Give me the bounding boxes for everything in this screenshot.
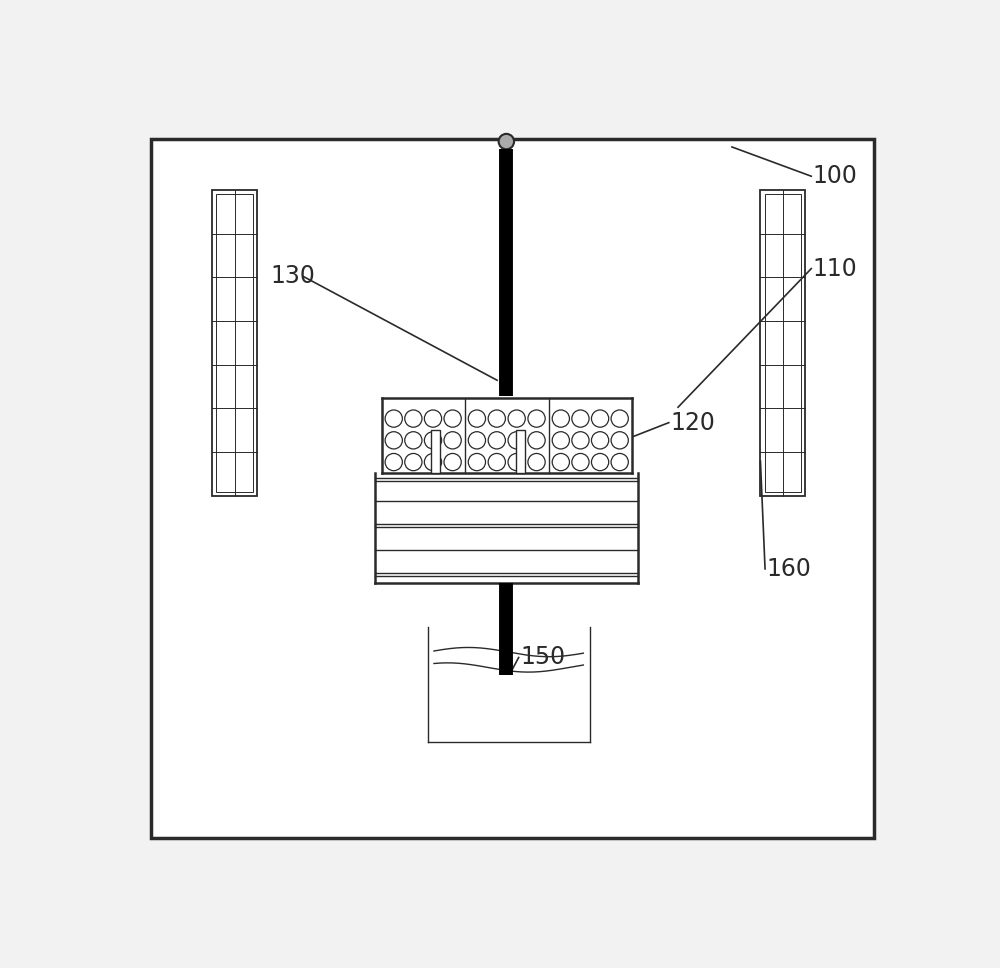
Circle shape xyxy=(572,410,589,427)
Text: 150: 150 xyxy=(520,646,565,670)
Circle shape xyxy=(444,432,461,449)
Circle shape xyxy=(611,453,628,470)
Circle shape xyxy=(468,432,486,449)
Circle shape xyxy=(444,453,461,470)
Circle shape xyxy=(508,432,525,449)
Circle shape xyxy=(385,432,402,449)
Circle shape xyxy=(552,453,569,470)
Text: 130: 130 xyxy=(270,264,315,288)
Circle shape xyxy=(405,410,422,427)
Circle shape xyxy=(591,432,609,449)
Circle shape xyxy=(488,432,505,449)
Circle shape xyxy=(528,432,545,449)
Circle shape xyxy=(385,453,402,470)
Circle shape xyxy=(444,410,461,427)
Circle shape xyxy=(468,453,486,470)
Circle shape xyxy=(572,453,589,470)
Circle shape xyxy=(488,410,505,427)
Circle shape xyxy=(424,432,442,449)
Bar xyxy=(765,195,801,492)
Bar xyxy=(431,431,440,472)
Circle shape xyxy=(528,410,545,427)
Circle shape xyxy=(508,410,525,427)
Circle shape xyxy=(572,432,589,449)
Text: 110: 110 xyxy=(813,257,858,281)
Circle shape xyxy=(405,432,422,449)
Text: 100: 100 xyxy=(813,165,858,188)
Text: 120: 120 xyxy=(670,410,715,435)
Circle shape xyxy=(591,453,609,470)
Circle shape xyxy=(611,410,628,427)
Circle shape xyxy=(552,432,569,449)
Circle shape xyxy=(405,453,422,470)
Circle shape xyxy=(611,432,628,449)
Circle shape xyxy=(424,410,442,427)
Bar xyxy=(516,431,525,472)
Circle shape xyxy=(552,410,569,427)
Circle shape xyxy=(508,453,525,470)
Circle shape xyxy=(528,453,545,470)
Circle shape xyxy=(488,453,505,470)
Bar xyxy=(212,190,257,496)
Circle shape xyxy=(385,410,402,427)
Bar xyxy=(216,195,253,492)
Circle shape xyxy=(591,410,609,427)
Circle shape xyxy=(499,134,514,149)
Bar xyxy=(760,190,805,496)
Circle shape xyxy=(468,410,486,427)
Circle shape xyxy=(424,453,442,470)
Text: 160: 160 xyxy=(767,557,811,581)
